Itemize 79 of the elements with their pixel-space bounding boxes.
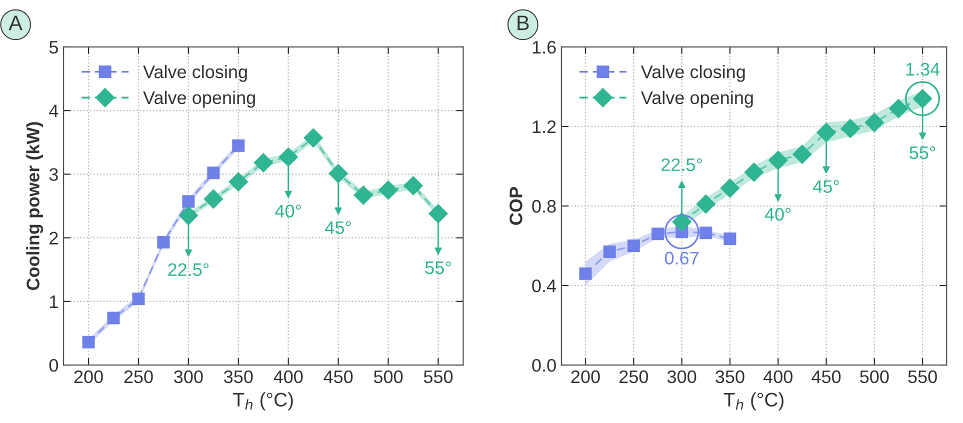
- annotation: 40°: [764, 208, 791, 221]
- point: [792, 144, 812, 164]
- point: [700, 226, 712, 240]
- x-tick-label: 400: [763, 370, 792, 384]
- annotation: 22.5°: [662, 158, 702, 172]
- point: [132, 292, 145, 306]
- point: [579, 267, 592, 280]
- point: [232, 139, 245, 152]
- y-tick-label: 1.6: [532, 40, 556, 54]
- point: [724, 232, 736, 246]
- point: [354, 186, 373, 205]
- point: [107, 312, 120, 324]
- x-tick-label: 250: [124, 370, 153, 384]
- annotation: 45°: [813, 180, 839, 193]
- point: [888, 99, 908, 118]
- point: [404, 176, 423, 196]
- annotation: 55°: [910, 146, 936, 160]
- point: [864, 112, 884, 132]
- point: [378, 180, 398, 200]
- point: [328, 164, 348, 184]
- point: [204, 189, 223, 209]
- point: [428, 204, 448, 224]
- legend-label: Valve opening: [143, 90, 255, 108]
- point: [768, 150, 788, 170]
- x-axis-title: T$_{h}$ (°C): [724, 392, 784, 410]
- x-tick-label: 450: [324, 370, 353, 384]
- x-tick-label: 200: [571, 370, 600, 384]
- point: [207, 166, 220, 180]
- point: [157, 236, 170, 249]
- point: [840, 118, 860, 138]
- point: [304, 128, 323, 148]
- annotation: 22.5°: [168, 263, 209, 276]
- y-tick-label: 1: [50, 296, 58, 308]
- legend-label: Valve opening: [640, 90, 753, 108]
- data-label: 0.67: [664, 252, 698, 265]
- y-tick-label: 0.4: [532, 279, 556, 292]
- x-tick-label: 500: [860, 370, 889, 384]
- annotation: 40°: [275, 204, 301, 218]
- annotation: 45°: [325, 221, 351, 234]
- x-tick-label: 500: [374, 370, 403, 384]
- x-axis-title: T$_{h}$ (°C): [233, 392, 293, 410]
- data-label: 1.34: [906, 62, 940, 76]
- x-tick-label: 250: [620, 370, 648, 384]
- y-tick-label: 0.8: [532, 200, 556, 213]
- x-tick-label: 200: [74, 370, 103, 384]
- y-tick-label: 1.2: [532, 120, 556, 134]
- x-tick-label: 300: [174, 370, 203, 384]
- point: [696, 194, 716, 214]
- chart-title: A: [8, 16, 23, 30]
- x-tick-label: 300: [667, 370, 696, 384]
- x-tick-label: 550: [908, 370, 937, 384]
- point: [182, 195, 195, 208]
- y-tick-label: 5: [49, 41, 58, 54]
- y-tick-label: 0.0: [532, 358, 556, 372]
- legend-label: Valve closing: [640, 65, 745, 82]
- y-tick-label: 0: [49, 358, 58, 372]
- point: [82, 336, 95, 348]
- point: [254, 153, 273, 172]
- y-axis-title: Cooling power (kW): [26, 122, 44, 290]
- point: [744, 162, 764, 182]
- x-tick-label: 450: [812, 370, 841, 384]
- point: [228, 172, 248, 192]
- chart-title: B: [518, 16, 529, 30]
- point: [720, 178, 740, 198]
- y-axis-title: COP: [510, 187, 522, 225]
- y-tick-label: 4: [49, 104, 58, 118]
- annotation: 55°: [425, 261, 451, 274]
- point: [816, 122, 836, 142]
- point: [603, 245, 616, 258]
- x-tick-label: 350: [716, 370, 744, 384]
- y-tick-label: 3: [49, 168, 58, 181]
- x-tick-label: 350: [224, 370, 253, 384]
- x-tick-label: 400: [274, 370, 303, 384]
- point: [278, 147, 298, 167]
- point: [178, 206, 198, 226]
- point: [672, 212, 692, 232]
- y-tick-label: 2: [50, 232, 58, 244]
- x-tick-label: 550: [424, 370, 453, 384]
- legend-label: Valve closing: [143, 65, 247, 82]
